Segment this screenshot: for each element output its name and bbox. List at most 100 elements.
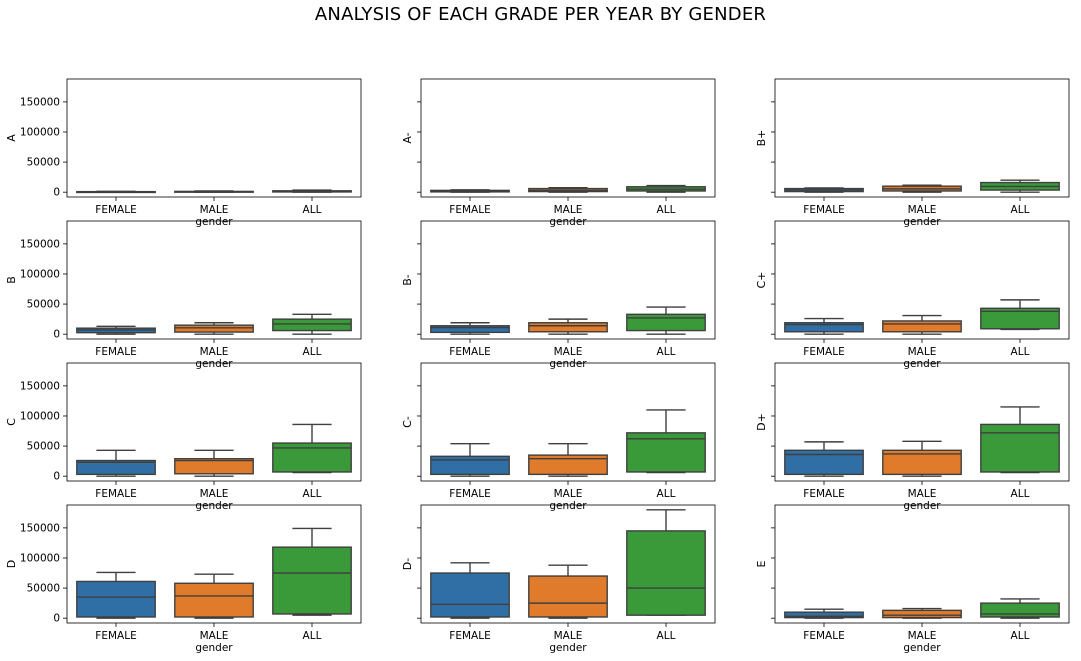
y-tick-label: 0 [53, 471, 60, 483]
x-tick-label: MALE [554, 204, 583, 216]
box-all [626, 184, 706, 193]
axes-frame [420, 362, 716, 482]
box-all [272, 527, 352, 616]
box-male [882, 184, 962, 193]
box-body [882, 320, 962, 333]
box-female [430, 189, 510, 193]
y-tick-label: 150000 [20, 238, 60, 250]
y-axis-label: C- [401, 416, 414, 428]
y-axis-label: C+ [755, 272, 768, 289]
x-tick-label: MALE [200, 346, 229, 358]
y-tick-label: 100000 [20, 410, 60, 422]
subplot-B+: B+ FEMALE MALE ALL gender [755, 78, 1070, 228]
x-axis-label: gender [549, 358, 587, 370]
box-male [528, 564, 608, 619]
subplot-C: 0 50000 100000 150000 C FEMALE MALE ALL gender [5, 362, 362, 512]
x-tick-label: MALE [554, 346, 583, 358]
x-axis-label: gender [903, 216, 941, 228]
x-tick-label: ALL [657, 630, 676, 642]
x-tick-label: MALE [200, 630, 229, 642]
y-axis-label: D [5, 560, 18, 568]
x-axis-label: gender [195, 216, 233, 228]
x-tick-label: FEMALE [449, 204, 490, 216]
x-tick-label: FEMALE [803, 204, 844, 216]
x-tick-label: MALE [908, 346, 937, 358]
box-body [430, 455, 510, 476]
x-tick-label: ALL [657, 346, 676, 358]
box-body [784, 611, 864, 619]
subplot-D: 0 50000 100000 150000 D FEMALE MALE ALL gender [5, 504, 362, 654]
y-axis-label: D+ [755, 413, 768, 431]
box-female [430, 322, 510, 335]
x-tick-label: MALE [200, 488, 229, 500]
y-tick-label: 50000 [27, 157, 60, 169]
box-male [528, 318, 608, 335]
y-axis-label: B [5, 276, 18, 284]
box-male [174, 322, 254, 335]
box-body [76, 459, 156, 476]
axes-frame [66, 504, 362, 624]
x-axis-label: gender [549, 216, 587, 228]
x-tick-label: FEMALE [449, 488, 490, 500]
box-all [626, 306, 706, 335]
y-axis-label: A [5, 134, 18, 142]
x-axis-label: gender [195, 500, 233, 512]
x-tick-label: MALE [200, 204, 229, 216]
x-axis-label: gender [903, 642, 941, 654]
axes-frame [774, 504, 1070, 624]
y-tick-label: 150000 [20, 96, 60, 108]
box-body [174, 458, 254, 475]
x-axis-label: gender [903, 500, 941, 512]
x-tick-label: FEMALE [803, 488, 844, 500]
axes-frame [774, 78, 1070, 198]
box-body [528, 454, 608, 476]
box-body [980, 602, 1060, 618]
axes-frame [774, 220, 1070, 340]
x-tick-label: ALL [657, 488, 676, 500]
axes-frame [66, 362, 362, 482]
x-tick-label: FEMALE [95, 346, 136, 358]
box-male [174, 573, 254, 619]
box-female [784, 317, 864, 335]
box-all [272, 313, 352, 335]
box-male [882, 607, 962, 619]
box-all [626, 409, 706, 474]
y-tick-label: 100000 [20, 268, 60, 280]
box-body [528, 322, 608, 333]
box-body [980, 307, 1060, 330]
box-female [784, 187, 864, 193]
y-tick-label: 50000 [27, 441, 60, 453]
x-tick-label: FEMALE [95, 204, 136, 216]
y-tick-label: 100000 [20, 126, 60, 138]
box-all [980, 299, 1060, 331]
figure-title: ANALYSIS OF EACH GRADE PER YEAR BY GENDE… [314, 4, 767, 25]
box-male [174, 449, 254, 477]
box-all [980, 598, 1060, 619]
y-tick-label: 0 [53, 613, 60, 625]
subplot-C+: C+ FEMALE MALE ALL gender [755, 220, 1070, 370]
x-tick-label: ALL [303, 630, 322, 642]
box-body [430, 325, 510, 334]
axes-frame [420, 78, 716, 198]
subplot-E: E FEMALE MALE ALL gender [755, 504, 1070, 654]
axes-frame [66, 78, 362, 198]
x-tick-label: FEMALE [803, 346, 844, 358]
box-body [430, 572, 510, 618]
box-male [528, 442, 608, 477]
y-tick-label: 50000 [27, 299, 60, 311]
x-tick-label: MALE [908, 204, 937, 216]
box-body [528, 575, 608, 618]
subplot-B-: B- FEMALE MALE ALL gender [401, 220, 716, 370]
box-body [784, 322, 864, 333]
x-tick-label: MALE [908, 488, 937, 500]
box-female [76, 449, 156, 477]
box-female [76, 325, 156, 335]
y-axis-label: E [755, 560, 768, 567]
box-all [272, 189, 352, 193]
x-tick-label: FEMALE [95, 488, 136, 500]
x-tick-label: ALL [1011, 630, 1030, 642]
subplot-D-: D- FEMALE MALE ALL gender [401, 504, 716, 654]
axes-frame [774, 362, 1070, 482]
x-tick-label: MALE [908, 630, 937, 642]
